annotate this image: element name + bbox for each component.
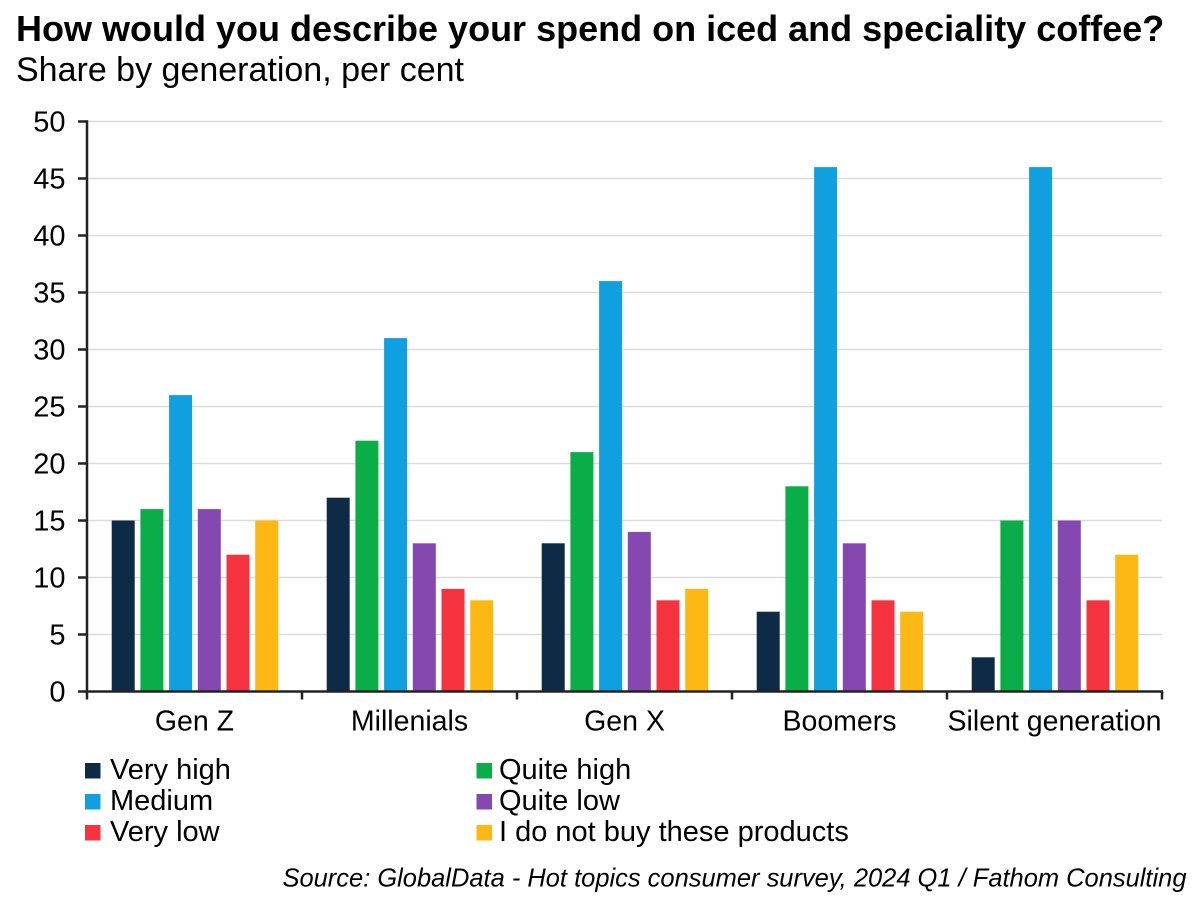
svg-text:Medium: Medium — [110, 785, 213, 817]
svg-text:10: 10 — [33, 563, 65, 595]
svg-text:5: 5 — [49, 620, 65, 652]
svg-text:Very low: Very low — [110, 816, 221, 848]
svg-text:Millenials: Millenials — [351, 706, 468, 738]
svg-text:I do not buy these products: I do not buy these products — [499, 816, 849, 848]
svg-text:Source: GlobalData - Hot topic: Source: GlobalData - Hot topics consumer… — [283, 863, 1188, 893]
svg-text:15: 15 — [33, 506, 65, 538]
svg-text:Gen X: Gen X — [584, 706, 665, 738]
svg-text:20: 20 — [33, 449, 65, 481]
svg-text:Share by generation, per cent: Share by generation, per cent — [16, 51, 465, 89]
svg-text:Quite high: Quite high — [499, 754, 631, 786]
svg-text:Very high: Very high — [110, 754, 231, 786]
svg-text:30: 30 — [33, 335, 65, 367]
svg-text:Silent generation: Silent generation — [948, 706, 1162, 738]
svg-text:35: 35 — [33, 278, 65, 310]
svg-text:Boomers: Boomers — [782, 706, 896, 738]
svg-text:25: 25 — [33, 392, 65, 424]
svg-text:Quite low: Quite low — [499, 785, 621, 817]
svg-text:45: 45 — [33, 164, 65, 196]
svg-text:How would you describe your sp: How would you describe your spend on ice… — [16, 8, 1164, 49]
svg-text:40: 40 — [33, 221, 65, 253]
svg-text:Gen Z: Gen Z — [155, 706, 234, 738]
svg-text:50: 50 — [33, 107, 65, 139]
svg-text:0: 0 — [49, 677, 65, 709]
